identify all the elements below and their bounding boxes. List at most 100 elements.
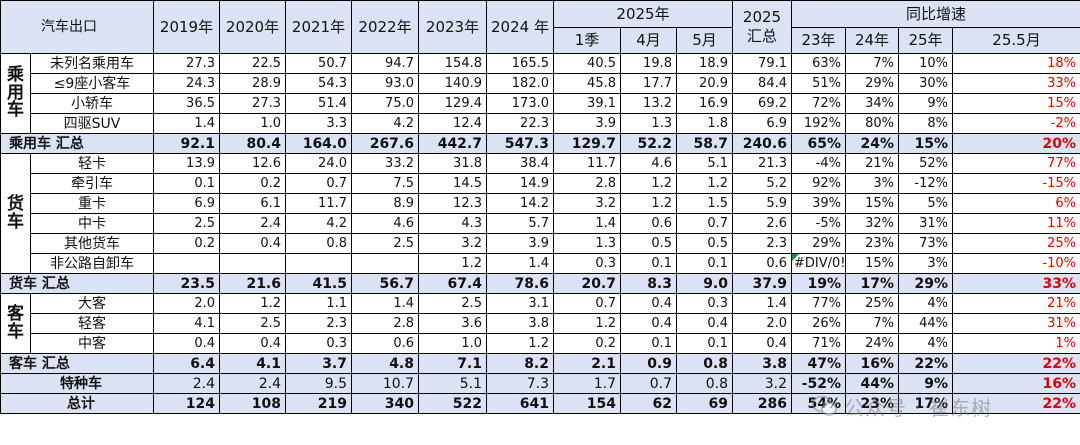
table-cell: 2.4 xyxy=(219,213,286,234)
table-cell: 29% xyxy=(898,273,953,294)
table-cell: 11.7 xyxy=(553,153,621,174)
table-cell: 23% xyxy=(845,393,899,414)
table-cell: 56.7 xyxy=(351,273,419,294)
table-cell: 164.0 xyxy=(285,133,352,154)
table-cell: 4.6 xyxy=(351,213,419,234)
table-cell: 3.1 xyxy=(486,293,554,314)
table-cell: 1.8 xyxy=(676,113,733,134)
table-cell: 28.9 xyxy=(219,73,286,94)
table-cell: 37.9 xyxy=(732,273,792,294)
table-cell: 29% xyxy=(791,233,846,254)
table-cell: 165.5 xyxy=(486,53,554,74)
table-cell: 80% xyxy=(845,113,899,134)
table-cell: 0.2 xyxy=(153,233,220,254)
table-cell: 92.1 xyxy=(153,133,220,154)
table-cell: -4% xyxy=(791,153,846,174)
header-corner: 汽车出口 xyxy=(0,0,154,54)
table-cell: 641 xyxy=(486,393,554,414)
table-cell: 6% xyxy=(951,193,1080,214)
table-cell: 154 xyxy=(553,393,621,414)
table-cell: 5.7 xyxy=(486,213,554,234)
table-cell: 1.2 xyxy=(418,253,487,274)
table-cell: 39.1 xyxy=(553,93,621,114)
table-cell: 0.7 xyxy=(620,373,677,394)
table-cell: 45.8 xyxy=(553,73,621,94)
table-cell: 1.2 xyxy=(486,333,554,354)
table-cell: 2.3 xyxy=(732,233,792,254)
table-cell: 4.2 xyxy=(351,113,419,134)
table-cell: 6.9 xyxy=(153,193,220,214)
table-cell: 13.9 xyxy=(153,153,220,174)
header-year-2021: 2021年 xyxy=(285,0,352,54)
table-cell: 44% xyxy=(898,313,953,334)
table-cell: 1.0 xyxy=(418,333,487,354)
table-cell: 2.8 xyxy=(553,173,621,194)
table-cell: 0.4 xyxy=(620,293,677,314)
table-cell: 1.4 xyxy=(153,113,220,134)
table-cell: 4.3 xyxy=(418,213,487,234)
table-cell: 51.4 xyxy=(285,93,352,114)
table-cell: 2.4 xyxy=(219,373,286,394)
table-cell: 0.4 xyxy=(153,333,220,354)
table-cell: 65% xyxy=(791,133,846,154)
table-cell: 5.1 xyxy=(676,153,733,174)
table-cell: 1.3 xyxy=(553,233,621,254)
table-cell: 0.7 xyxy=(676,213,733,234)
table-cell: 522 xyxy=(418,393,487,414)
table-cell: 124 xyxy=(153,393,220,414)
table-row: 总计 124 108 219 340 522 641 154 62 69 286 54% 23% 17% 2… xyxy=(0,393,1080,414)
row-label: 客车 汇总 xyxy=(0,353,154,374)
table-cell: 5.2 xyxy=(732,173,792,194)
table-cell: 1.1 xyxy=(285,293,352,314)
table-cell: 3.9 xyxy=(486,233,554,254)
table-cell: 58.7 xyxy=(676,133,733,154)
table-cell: 47% xyxy=(791,353,846,374)
table-cell: 24.3 xyxy=(153,73,220,94)
table-row: 乘用车未列名乘用车 27.3 22.5 50.7 94.7 154.8 165.5 40.5 1… xyxy=(0,53,1080,134)
table-cell: -52% xyxy=(791,373,846,394)
table-cell: 54% xyxy=(791,393,846,414)
table-cell: 0.7 xyxy=(553,293,621,314)
table-cell: 240.6 xyxy=(732,133,792,154)
table-cell: 27.3 xyxy=(153,53,220,74)
table-row: 中卡 2.5 2.4 4.2 4.6 4.3 5.7 1.4 0.6 0.7 2.6 -5% 32% 31… xyxy=(1,213,1080,234)
table-cell: 40.5 xyxy=(553,53,621,74)
row-label: 四驱SUV xyxy=(30,113,154,134)
table-cell: 71% xyxy=(791,333,846,354)
table-cell: 79.1 xyxy=(732,53,792,74)
table-cell: 0.2 xyxy=(553,333,621,354)
table-cell: 0.6 xyxy=(732,253,792,274)
table-cell: 4.8 xyxy=(351,353,419,374)
table-cell: 33% xyxy=(951,273,1080,294)
table-cell: 69 xyxy=(676,393,733,414)
table-cell: 1.2 xyxy=(620,193,677,214)
row-label: 轻卡 xyxy=(30,153,154,174)
table-cell: 0.6 xyxy=(620,213,677,234)
table-row: 货车 汇总 23.5 21.6 41.5 56.7 67.4 78.6 20.7 8.3 9.0 3… xyxy=(0,273,1080,294)
table-cell: 0.3 xyxy=(553,253,621,274)
table-cell: 0.8 xyxy=(676,373,733,394)
table-cell: 0.4 xyxy=(219,333,286,354)
table-cell: -10% xyxy=(951,253,1080,274)
group-label-passenger: 乘用车 xyxy=(0,53,31,134)
table-cell: 547.3 xyxy=(486,133,554,154)
table-cell: 30% xyxy=(898,73,953,94)
header-yoy-25: 25年 xyxy=(898,27,953,54)
table-cell: 15% xyxy=(951,93,1080,114)
table-cell: 7% xyxy=(845,53,899,74)
table-cell: 19.8 xyxy=(620,53,677,74)
table-row: 客车大客 2.0 1.2 1.1 1.4 2.5 3.1 0.7 0.4 0.3 1.4 77% 25%… xyxy=(0,293,1080,354)
table-cell: 3.3 xyxy=(285,113,352,134)
table-cell: 0.1 xyxy=(676,253,733,274)
table-row: 小轿车 36.5 27.3 51.4 75.0 129.4 173.0 39.1 13.2 16.… xyxy=(1,93,1080,114)
table-cell: 13.2 xyxy=(620,93,677,114)
table-cell: 29% xyxy=(845,73,899,94)
table-cell: 0.4 xyxy=(676,313,733,334)
table-cell: 8.9 xyxy=(351,193,419,214)
table-cell: 8% xyxy=(898,113,953,134)
table-cell: 219 xyxy=(285,393,352,414)
row-label: 特种车 xyxy=(0,373,154,394)
table-cell: 69.2 xyxy=(732,93,792,114)
table-cell: 21% xyxy=(951,293,1080,314)
table-cell: 77% xyxy=(791,293,846,314)
